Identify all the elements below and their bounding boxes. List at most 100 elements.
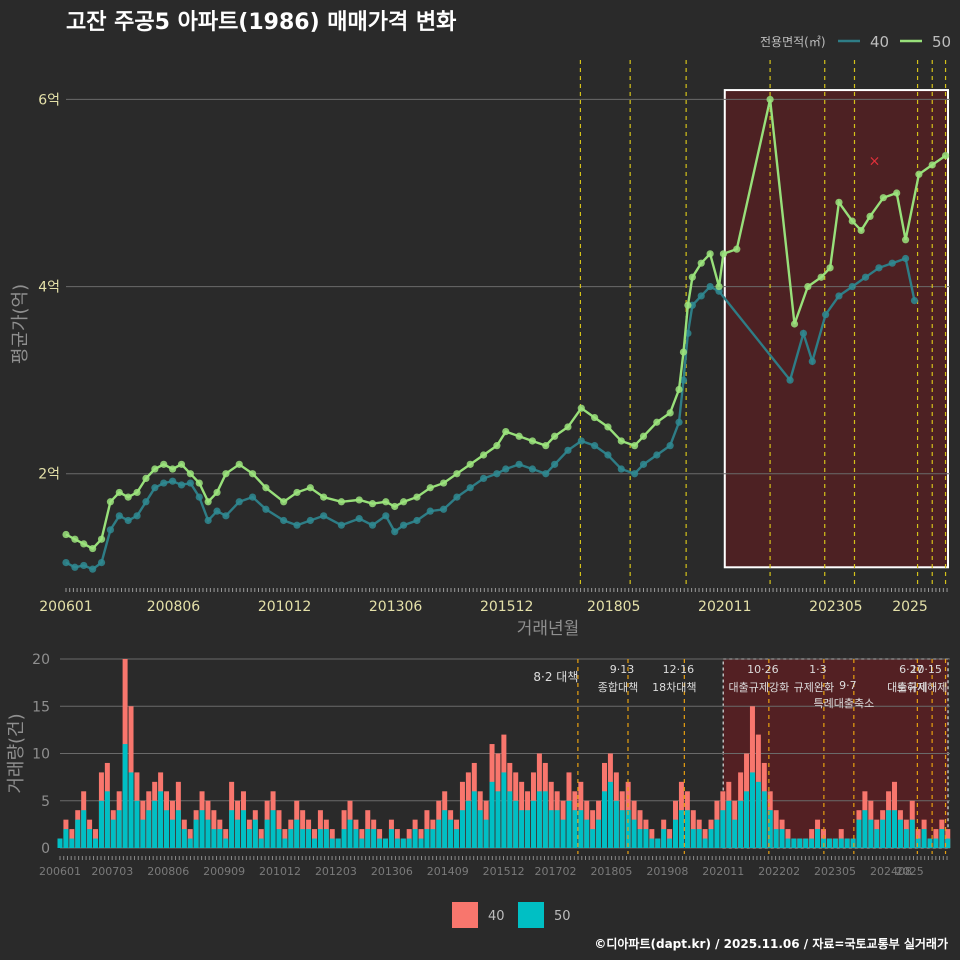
price-legend: 전용면적(㎡) 40 50 bbox=[760, 33, 951, 51]
bar-50 bbox=[773, 829, 779, 848]
bar-50 bbox=[87, 829, 93, 848]
bar-50 bbox=[412, 829, 418, 848]
bar-50 bbox=[826, 838, 832, 848]
bar-50 bbox=[406, 838, 412, 848]
series-50-point bbox=[391, 502, 399, 511]
series-40-point bbox=[133, 512, 141, 520]
series-50-point bbox=[337, 498, 346, 506]
policy-annotation-date: 9·7 bbox=[839, 679, 857, 692]
x-tick-label: 201805 bbox=[587, 599, 640, 615]
series-50-point bbox=[666, 409, 674, 417]
series-50-point bbox=[426, 484, 434, 492]
bar-50 bbox=[596, 819, 602, 848]
series-40-point bbox=[502, 465, 510, 473]
series-50-point bbox=[515, 432, 523, 440]
bar-50 bbox=[459, 810, 465, 848]
x-tick-label: 201306 bbox=[371, 865, 413, 878]
bar-50 bbox=[181, 829, 187, 848]
series-50-point bbox=[306, 484, 314, 492]
bar-50 bbox=[205, 819, 211, 848]
bar-50 bbox=[560, 819, 566, 848]
bar-50 bbox=[909, 819, 915, 848]
bar-50 bbox=[175, 810, 181, 848]
x-tick-label: 201306 bbox=[369, 599, 423, 615]
bar-50 bbox=[347, 819, 353, 848]
bar-50 bbox=[489, 781, 495, 848]
series-50-point bbox=[941, 151, 950, 160]
series-50-point bbox=[804, 282, 812, 291]
bar-50 bbox=[572, 810, 578, 848]
series-50-point bbox=[133, 488, 141, 497]
x-tick-label: 201908 bbox=[646, 865, 688, 878]
policy-annotation-label: 규제완화 bbox=[794, 681, 834, 694]
series-40-point bbox=[169, 477, 177, 485]
y-axis-label: 거래량(건) bbox=[6, 713, 27, 793]
bar-50 bbox=[655, 838, 661, 848]
series-40-point bbox=[617, 465, 625, 473]
series-40-point bbox=[786, 376, 794, 384]
bar-50 bbox=[365, 829, 371, 848]
bar-50 bbox=[933, 838, 939, 848]
bar-50 bbox=[152, 800, 158, 848]
x-tick-label: 202305 bbox=[809, 599, 862, 615]
bar-50 bbox=[945, 838, 951, 848]
series-40-point bbox=[675, 418, 683, 426]
series-40-point bbox=[808, 357, 816, 366]
series-50-point bbox=[617, 437, 625, 445]
bar-50 bbox=[631, 819, 637, 848]
policy-annotation-label: 토허제해제 bbox=[897, 680, 948, 694]
bar-50 bbox=[258, 838, 264, 848]
series-40-point bbox=[515, 460, 523, 468]
x-tick-label: 200806 bbox=[147, 865, 189, 878]
bar-50 bbox=[442, 810, 448, 848]
series-40-point bbox=[391, 528, 399, 536]
x-tick-label: 201409 bbox=[427, 865, 469, 878]
bar-50 bbox=[98, 800, 104, 848]
bar-50 bbox=[465, 800, 471, 848]
x-tick-label: 202011 bbox=[702, 865, 744, 878]
series-50-point bbox=[675, 385, 683, 394]
series-50-point bbox=[604, 423, 612, 431]
series-50-point bbox=[915, 170, 923, 178]
series-40-point bbox=[195, 493, 203, 501]
bar-50 bbox=[436, 819, 442, 848]
policy-annotation-date: 10·15 bbox=[910, 663, 942, 676]
series-40-point bbox=[89, 565, 97, 573]
series-50-point bbox=[280, 498, 288, 506]
series-40-point bbox=[453, 493, 461, 501]
bar-50 bbox=[448, 819, 454, 848]
bar-50 bbox=[235, 819, 241, 848]
series-50-point bbox=[142, 474, 150, 482]
series-40-point bbox=[222, 512, 230, 520]
series-40-point bbox=[706, 282, 714, 291]
bar-50 bbox=[530, 800, 536, 848]
series-40-point bbox=[542, 470, 550, 478]
x-tick-label: 201012 bbox=[258, 599, 311, 615]
bar-50 bbox=[146, 810, 152, 848]
series-50-point bbox=[439, 479, 448, 487]
series-40-point bbox=[835, 292, 843, 300]
series-40-point bbox=[97, 559, 106, 567]
bar-50 bbox=[300, 829, 306, 848]
bar-50 bbox=[501, 772, 507, 848]
series-40-point bbox=[204, 516, 212, 525]
bar-50 bbox=[140, 819, 146, 848]
series-50-point bbox=[564, 423, 572, 431]
series-40-point bbox=[213, 507, 221, 515]
series-40-point bbox=[160, 479, 168, 487]
series-40-point bbox=[355, 515, 363, 523]
x-tick-label: 202305 bbox=[814, 865, 856, 878]
x-tick-label: 200806 bbox=[147, 599, 201, 615]
series-50-point bbox=[893, 189, 901, 197]
bar-50 bbox=[128, 772, 134, 848]
bar-50 bbox=[850, 838, 856, 848]
series-50-point bbox=[866, 212, 874, 220]
bar-50 bbox=[696, 829, 702, 848]
series-50-point bbox=[706, 250, 714, 258]
series-50-point bbox=[413, 493, 421, 501]
volume-chart-panel: 0 5 10 15 20 8·2 대책 9·13 종합대책 12·16 18차대책 10·26 대출규… bbox=[6, 652, 951, 878]
bar-50 bbox=[311, 838, 317, 848]
x-axis-label: 거래년월 bbox=[517, 619, 580, 639]
bar-50 bbox=[329, 838, 335, 848]
